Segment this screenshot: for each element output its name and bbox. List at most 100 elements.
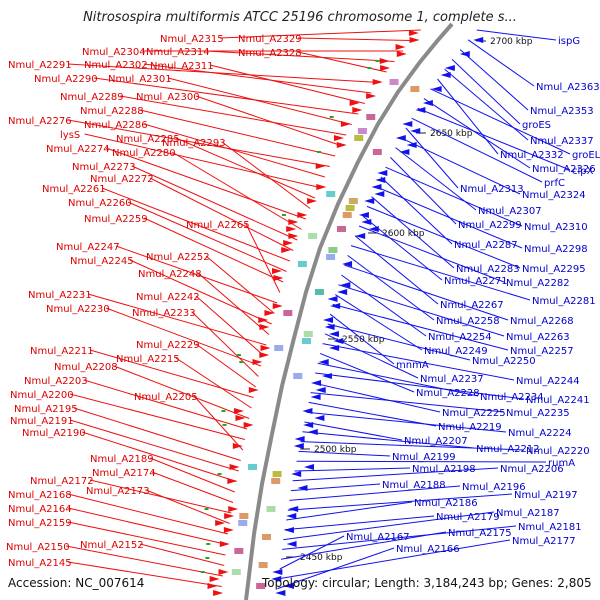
reverse-gene-arrow[interactable] bbox=[355, 233, 366, 239]
gene-label-left[interactable]: Nmul_A2274 bbox=[46, 144, 110, 155]
forward-gene-arrow[interactable] bbox=[288, 233, 299, 239]
reverse-gene-arrow[interactable] bbox=[297, 485, 308, 491]
gene-label-right[interactable]: Nmul_A2175 bbox=[448, 528, 512, 539]
forward-gene-arrow[interactable] bbox=[408, 30, 419, 36]
gene-label-left[interactable]: Nmul_A2211 bbox=[30, 346, 94, 357]
gene-label-left[interactable]: Nmul_A2189 bbox=[90, 454, 154, 465]
reverse-gene-arrow[interactable] bbox=[286, 513, 297, 519]
gene-label-right[interactable]: Nmul_A2186 bbox=[414, 498, 478, 509]
feature-block[interactable] bbox=[248, 464, 257, 470]
gene-label-right[interactable]: ispG bbox=[558, 36, 580, 47]
feature-block[interactable] bbox=[326, 254, 336, 260]
gene-label-left[interactable]: Nmul_A2231 bbox=[28, 290, 92, 301]
feature-block[interactable] bbox=[342, 212, 352, 218]
gene-label-right[interactable]: Nmul_A2254 bbox=[428, 332, 492, 343]
forward-gene-arrow[interactable] bbox=[316, 184, 327, 190]
reverse-gene-arrow[interactable] bbox=[444, 65, 455, 71]
reverse-gene-arrow[interactable] bbox=[327, 296, 338, 302]
reverse-gene-arrow[interactable] bbox=[283, 583, 294, 589]
feature-block[interactable] bbox=[348, 198, 358, 204]
reverse-gene-arrow[interactable] bbox=[410, 128, 421, 134]
forward-gene-arrow[interactable] bbox=[252, 359, 263, 365]
reverse-gene-arrow[interactable] bbox=[333, 338, 344, 344]
gene-label-left[interactable]: Nmul_A2174 bbox=[92, 468, 156, 479]
reverse-gene-arrow[interactable] bbox=[323, 317, 334, 323]
forward-gene-arrow[interactable] bbox=[272, 303, 283, 309]
gene-label-left[interactable]: Nmul_A2168 bbox=[8, 490, 72, 501]
reverse-gene-arrow[interactable] bbox=[283, 527, 294, 533]
reverse-gene-arrow[interactable] bbox=[304, 464, 315, 470]
gene-label-right[interactable]: clpX bbox=[572, 166, 594, 177]
forward-gene-arrow[interactable] bbox=[223, 527, 234, 533]
reverse-gene-arrow[interactable] bbox=[286, 541, 297, 547]
gene-label-left[interactable]: Nmul_A2300 bbox=[136, 92, 200, 103]
gene-label-right[interactable]: Nmul_A2199 bbox=[392, 452, 456, 463]
forward-gene-arrow[interactable] bbox=[232, 443, 243, 449]
forward-gene-arrow[interactable] bbox=[281, 247, 292, 253]
gene-label-left[interactable]: Nmul_A2247 bbox=[56, 242, 120, 253]
gene-label-left[interactable]: lysS bbox=[60, 130, 80, 141]
gene-label-left[interactable]: Nmul_A2311 bbox=[150, 61, 214, 72]
feature-block[interactable] bbox=[357, 128, 367, 134]
gene-label-left[interactable]: Nmul_A2328 bbox=[238, 48, 302, 59]
gene-label-left[interactable]: Nmul_A2272 bbox=[90, 174, 154, 185]
reverse-gene-arrow[interactable] bbox=[310, 394, 321, 400]
gene-label-right[interactable]: Nmul_A2281 bbox=[532, 296, 596, 307]
forward-gene-arrow[interactable] bbox=[243, 422, 254, 428]
gene-label-right[interactable]: Nmul_A2363 bbox=[536, 82, 600, 93]
forward-gene-arrow[interactable] bbox=[229, 464, 240, 470]
feature-block[interactable] bbox=[366, 114, 376, 120]
gene-label-right[interactable]: Nmul_A2257 bbox=[510, 346, 574, 357]
forward-gene-arrow[interactable] bbox=[235, 415, 246, 421]
gene-label-right[interactable]: Nmul_A2250 bbox=[472, 356, 536, 367]
forward-gene-arrow[interactable] bbox=[409, 37, 420, 43]
reverse-gene-arrow[interactable] bbox=[473, 37, 484, 43]
forward-gene-arrow[interactable] bbox=[259, 324, 270, 330]
feature-block[interactable] bbox=[314, 289, 324, 295]
feature-block[interactable] bbox=[308, 233, 318, 239]
forward-gene-arrow[interactable] bbox=[209, 576, 220, 582]
gene-label-left[interactable]: Nmul_A2150 bbox=[6, 542, 70, 553]
feature-block[interactable] bbox=[337, 226, 346, 232]
gene-label-right[interactable]: Nmul_A2237 bbox=[420, 374, 484, 385]
reverse-gene-arrow[interactable] bbox=[311, 380, 322, 386]
gene-label-right[interactable]: Nmul_A2282 bbox=[506, 278, 570, 289]
gene-label-right[interactable]: Nmul_A2324 bbox=[522, 190, 586, 201]
gene-label-left[interactable]: Nmul_A2273 bbox=[72, 162, 136, 173]
forward-gene-arrow[interactable] bbox=[228, 506, 239, 512]
gene-label-right[interactable]: Nmul_A2198 bbox=[412, 464, 476, 475]
gene-label-right[interactable]: Nmul_A2332 bbox=[500, 150, 564, 161]
feature-block[interactable] bbox=[326, 191, 336, 197]
reverse-gene-arrow[interactable] bbox=[321, 373, 332, 379]
forward-gene-arrow[interactable] bbox=[307, 198, 318, 204]
forward-gene-arrow[interactable] bbox=[224, 513, 235, 519]
gene-label-right[interactable]: Nmul_A2241 bbox=[526, 395, 590, 406]
feature-block[interactable] bbox=[238, 520, 248, 526]
gene-label-left[interactable]: Nmul_A2208 bbox=[54, 362, 118, 373]
reverse-gene-arrow[interactable] bbox=[318, 359, 329, 365]
feature-block[interactable] bbox=[231, 569, 241, 575]
gene-label-left[interactable]: Nmul_A2276 bbox=[8, 116, 72, 127]
gene-label-right[interactable]: prfC bbox=[544, 178, 565, 189]
gene-label-right[interactable]: Nmul_A2207 bbox=[404, 436, 468, 447]
reverse-gene-arrow[interactable] bbox=[293, 443, 304, 449]
forward-gene-arrow[interactable] bbox=[380, 65, 391, 71]
reverse-gene-arrow[interactable] bbox=[459, 51, 470, 57]
feature-block[interactable] bbox=[302, 338, 311, 344]
gene-label-right[interactable]: Nmul_A2187 bbox=[496, 508, 560, 519]
forward-gene-arrow[interactable] bbox=[349, 100, 360, 106]
gene-label-right[interactable]: Nmul_A2181 bbox=[518, 522, 582, 533]
gene-label-right[interactable]: Nmul_A2235 bbox=[506, 408, 570, 419]
forward-gene-arrow[interactable] bbox=[334, 135, 345, 141]
reverse-gene-arrow[interactable] bbox=[291, 471, 302, 477]
gene-label-left[interactable]: Nmul_A2261 bbox=[42, 184, 106, 195]
reverse-gene-arrow[interactable] bbox=[368, 226, 379, 232]
reverse-gene-arrow[interactable] bbox=[358, 212, 369, 218]
gene-label-left[interactable]: Nmul_A2290 bbox=[34, 74, 98, 85]
forward-gene-arrow[interactable] bbox=[260, 345, 271, 351]
gene-label-right[interactable]: Nmul_A2283 bbox=[456, 264, 520, 275]
gene-label-left[interactable]: Nmul_A2248 bbox=[138, 269, 202, 280]
feature-block[interactable] bbox=[239, 513, 249, 519]
gene-label-left[interactable]: Nmul_A2172 bbox=[30, 476, 94, 487]
